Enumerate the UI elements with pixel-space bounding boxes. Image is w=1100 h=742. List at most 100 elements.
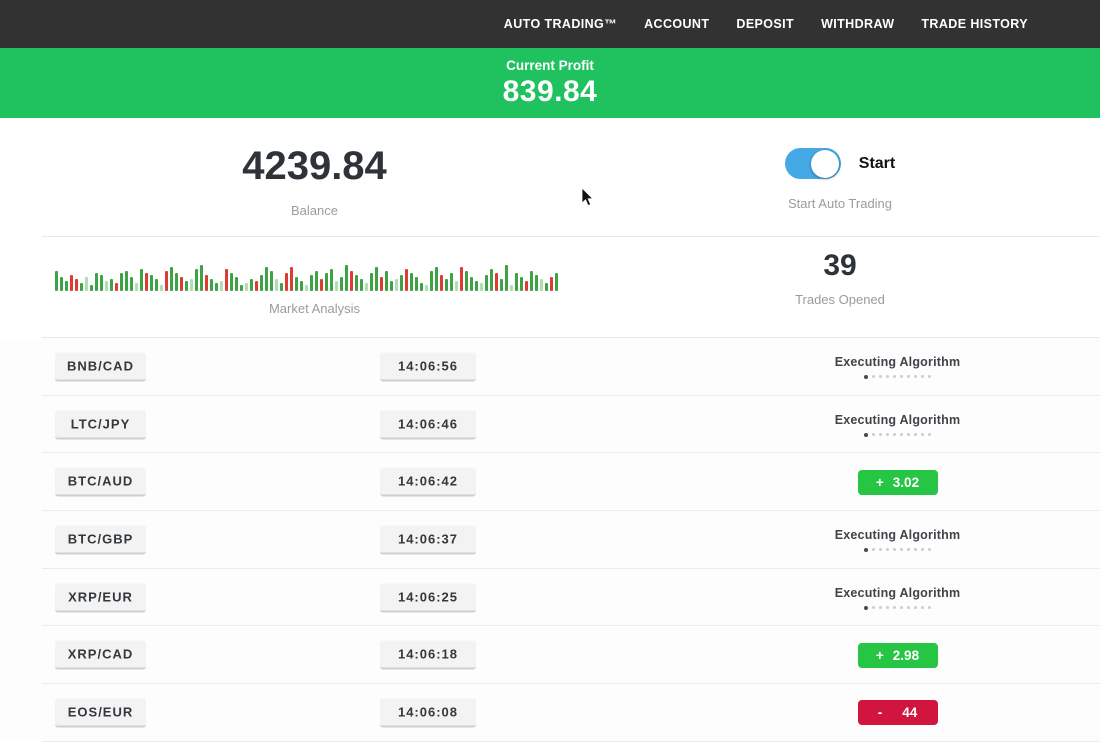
progress-dots: [864, 374, 931, 379]
progress-dot: [914, 433, 917, 437]
chart-bar: [525, 281, 528, 291]
chart-bar: [125, 271, 128, 291]
progress-dot: [928, 606, 931, 610]
chart-bar: [460, 267, 463, 291]
progress-dot: [921, 606, 924, 610]
progress-dot: [886, 606, 889, 610]
chart-bar: [480, 283, 483, 291]
chart-bar: [360, 279, 363, 291]
progress-dot: [886, 548, 889, 552]
progress-dot: [893, 606, 896, 610]
progress-dot: [907, 548, 910, 552]
trade-status: Executing Algorithm: [795, 511, 1000, 569]
progress-dot: [879, 433, 882, 437]
time-pill: 14:06:25: [380, 583, 476, 613]
chart-bar: [135, 283, 138, 291]
chart-bar: [145, 273, 148, 291]
chart-bar: [290, 267, 293, 291]
executing-algorithm-label: Executing Algorithm: [834, 585, 961, 600]
chart-bar: [280, 283, 283, 291]
chart-bar: [410, 273, 413, 291]
progress-dot: [921, 548, 924, 552]
chart-bar: [365, 283, 368, 291]
progress-dots: [864, 432, 931, 437]
chart-bar: [500, 279, 503, 291]
progress-dot: [864, 605, 868, 610]
badge-sign: +: [875, 474, 884, 490]
badge-value: 2.98: [892, 647, 920, 663]
badge-value: 3.02: [892, 474, 920, 490]
chart-bar: [160, 285, 163, 291]
balance-value: 4239.84: [242, 144, 387, 188]
pair-pill: BTC/GBP: [55, 525, 146, 555]
chart-bar: [130, 277, 133, 291]
nav-item-deposit[interactable]: DEPOSIT: [736, 17, 795, 31]
table-row: BTC/GBP 14:06:37 Executing Algorithm: [0, 511, 1100, 569]
chart-bar: [265, 267, 268, 291]
chart-bar: [375, 267, 378, 291]
chart-bar: [155, 279, 158, 291]
chart-bar: [185, 281, 188, 291]
chart-bar: [270, 271, 273, 291]
chart-bar: [515, 273, 518, 291]
chart-bar: [335, 281, 338, 291]
chart-bar: [165, 271, 168, 291]
time-pill: 14:06:08: [380, 698, 476, 728]
time-pill: 14:06:56: [380, 352, 476, 382]
progress-dot: [879, 548, 882, 552]
pair-pill: BTC/AUD: [55, 467, 146, 497]
progress-dot: [872, 433, 875, 437]
chart-bar: [385, 271, 388, 291]
chart-bar: [275, 279, 278, 291]
chart-bar: [535, 275, 538, 291]
progress-dot: [879, 375, 882, 379]
nav-item-auto-trading[interactable]: AUTO TRADING™: [503, 17, 618, 31]
market-analysis-label: Market Analysis: [268, 301, 361, 316]
progress-dot: [900, 548, 903, 552]
progress-dot: [928, 548, 931, 552]
chart-bar: [430, 271, 433, 291]
time-pill: 14:06:42: [380, 467, 476, 497]
trades-opened-value: 39: [823, 249, 857, 282]
trade-status: +3.02: [795, 453, 1000, 511]
chart-bar: [190, 279, 193, 291]
progress-dot: [921, 375, 924, 379]
chart-bar: [60, 277, 63, 291]
chart-bar: [540, 279, 543, 291]
badge-sign: +: [875, 647, 884, 663]
trades-table: BNB/CAD 14:06:56 Executing Algorithm LTC…: [0, 338, 1100, 742]
chart-bar: [550, 277, 553, 291]
progress-dot: [907, 375, 910, 379]
chart-bar: [80, 283, 83, 291]
chart-bar: [250, 279, 253, 291]
executing-algorithm-label: Executing Algorithm: [834, 412, 961, 427]
chart-bar: [100, 275, 103, 291]
pair-pill: LTC/JPY: [55, 410, 146, 440]
progress-dot: [893, 548, 896, 552]
chart-bar: [305, 285, 308, 291]
chart-bar: [485, 275, 488, 291]
nav-item-trade-history[interactable]: TRADE HISTORY: [921, 17, 1028, 31]
chart-bar: [95, 273, 98, 291]
chart-bar: [470, 277, 473, 291]
progress-dot: [914, 606, 917, 610]
chart-bar: [200, 265, 203, 291]
badge-value: 44: [902, 705, 918, 721]
badge-sign: -: [877, 705, 883, 721]
chart-bar: [350, 271, 353, 291]
chart-bar: [345, 265, 348, 291]
chart-bar: [175, 273, 178, 291]
table-row: BTC/AUD 14:06:42 +3.02: [0, 453, 1100, 512]
nav-item-account[interactable]: ACCOUNT: [644, 17, 710, 31]
chart-bar: [195, 269, 198, 291]
chart-bar: [260, 275, 263, 291]
table-row: LTC/JPY 14:06:46 Executing Algorithm: [0, 395, 1100, 454]
auto-trading-toggle[interactable]: [784, 148, 841, 179]
progress-dot: [872, 375, 875, 379]
time-pill: 14:06:37: [380, 525, 476, 555]
mouse-cursor: [581, 188, 594, 207]
executing-algorithm-label: Executing Algorithm: [834, 354, 961, 369]
progress-dot: [900, 433, 903, 437]
nav-item-withdraw[interactable]: WITHDRAW: [821, 17, 895, 31]
chart-bar: [370, 273, 373, 291]
